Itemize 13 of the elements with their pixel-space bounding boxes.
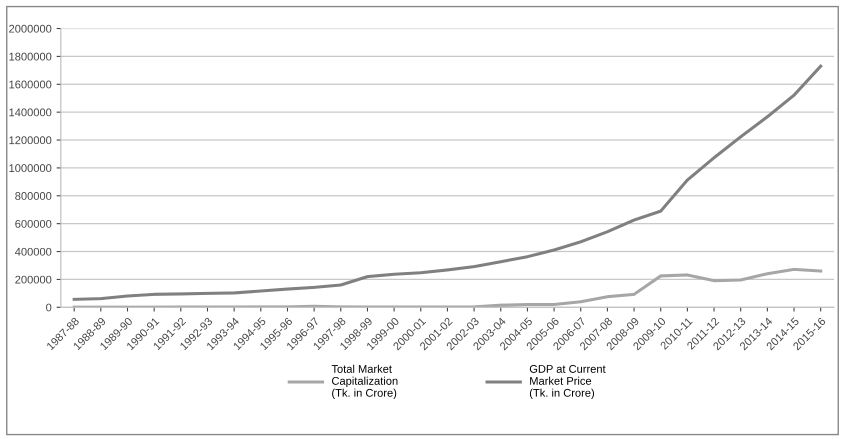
y-tick-label: 1400000: [9, 108, 52, 116]
y-tick-label: 1000000: [9, 164, 52, 172]
y-tick-label: 1800000: [9, 52, 52, 61]
y-tick-label: 800000: [15, 192, 52, 200]
legend-label: Total Market Capitalization (Tk. in Crore): [332, 364, 398, 399]
y-tick-label: 1200000: [9, 136, 52, 144]
y-tick-label: 0: [46, 304, 52, 312]
y-tick-label: 600000: [15, 220, 52, 228]
y-tick-label: 400000: [14, 248, 52, 256]
y-tick-label: 2000000: [9, 24, 52, 33]
y-tick-label: 1600000: [9, 80, 52, 88]
legend-label: GDP at Current Market Price (Tk. in Crore): [530, 364, 606, 399]
y-tick-label: 200000: [15, 276, 52, 284]
